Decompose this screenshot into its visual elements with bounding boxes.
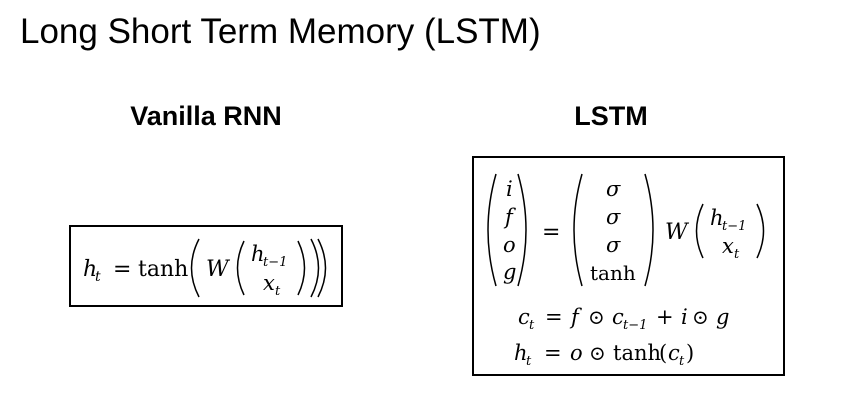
lstm-act-sigma-1: σ (606, 177, 621, 201)
lstm-vec-bot-var: x (722, 234, 734, 258)
lstm-gates-right-paren (517, 173, 527, 287)
lstm-vec-bot-sub: t (734, 247, 740, 262)
lstm-gate-o: o (503, 233, 516, 257)
hidden-equals: = (544, 341, 562, 365)
rnn-equals: = (113, 257, 131, 282)
lstm-gate-i: i (506, 177, 513, 201)
rnn-equation: h t = tanh W h t−1 x t (83, 238, 327, 299)
lstm-act-sigma-3: σ (606, 233, 621, 257)
hidden-lhs-var: h (514, 341, 528, 365)
cell-lhs-var: c (518, 305, 530, 329)
slide-title: Long Short Term Memory (LSTM) (20, 12, 541, 51)
lstm-act-right-paren (644, 173, 654, 287)
lstm-vec-top-sub: t−1 (722, 219, 746, 234)
lstm-act-sigma-2: σ (606, 205, 621, 229)
lstm-gate-f: f (503, 205, 516, 229)
rnn-vec-top-var: h (251, 242, 265, 266)
cell-f: f (569, 305, 582, 329)
lstm-gate-g: g (503, 260, 516, 284)
hidden-open-paren: ( (659, 341, 667, 365)
lstm-weight: W (665, 220, 690, 245)
cell-i: i (681, 305, 688, 329)
rnn-lhs-var: h (83, 257, 97, 282)
cell-odot-1: ⊙ (588, 305, 605, 329)
rnn-equation-box: h t = tanh W h t−1 x t (69, 225, 343, 307)
hidden-o: o (570, 341, 583, 365)
cell-g: g (716, 305, 729, 329)
lstm-input-right-paren (756, 203, 765, 259)
lstm-gates-left-paren (487, 173, 497, 287)
cell-odot-2: ⊙ (692, 305, 709, 329)
rnn-vector-left-paren (236, 240, 245, 296)
cell-lhs-sub: t (529, 318, 535, 333)
lstm-equals: = (542, 220, 560, 245)
rnn-vec-bot-sub: t (275, 284, 281, 299)
lstm-act-tanh: tanh (590, 261, 636, 285)
rnn-lhs-sub: t (95, 269, 101, 285)
hidden-c-var: c (668, 341, 680, 365)
hidden-lhs-sub: t (526, 354, 532, 369)
cell-plus: + (656, 305, 674, 329)
lstm-equation: i f o g = σ σ σ tanh W h t−1 x t c t = f… (487, 173, 765, 369)
cell-equals: = (545, 305, 563, 329)
rnn-weight: W (206, 257, 231, 282)
cell-c-sub: t−1 (623, 318, 647, 333)
vanilla-rnn-heading: Vanilla RNN (130, 101, 282, 131)
cell-c-var: c (612, 305, 624, 329)
lstm-act-left-paren (573, 173, 583, 287)
rnn-vec-top-sub: t−1 (263, 255, 287, 270)
rnn-vec-bot-var: x (263, 271, 275, 295)
rnn-tanh: tanh (138, 257, 188, 282)
hidden-tanh: tanh (613, 341, 661, 365)
lstm-input-left-paren (695, 203, 704, 259)
lstm-vec-top-var: h (710, 206, 724, 230)
rnn-outer-right-paren (310, 238, 320, 298)
rnn-outer-right-paren-2 (317, 238, 327, 298)
hidden-close-paren: ) (686, 341, 694, 365)
lstm-equation-box: i f o g = σ σ σ tanh W h t−1 x t c t = f… (472, 156, 785, 376)
rnn-outer-left-paren (190, 238, 200, 298)
lstm-heading: LSTM (574, 101, 648, 131)
hidden-odot: ⊙ (589, 341, 606, 365)
rnn-vector-right-paren (297, 240, 306, 296)
hidden-c-sub: t (679, 354, 685, 369)
